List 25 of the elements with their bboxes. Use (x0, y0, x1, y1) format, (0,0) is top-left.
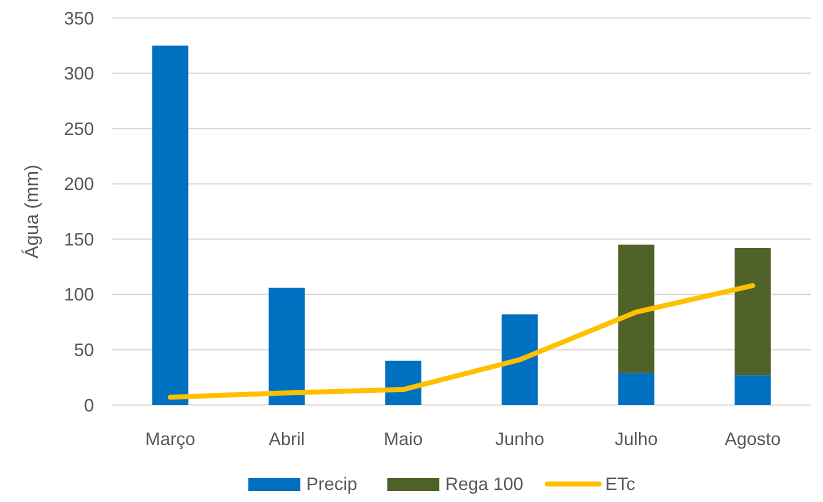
y-axis-title: Água (mm) (21, 164, 43, 258)
y-tick-label: 50 (74, 340, 94, 360)
x-tick-label: Abril (268, 429, 305, 449)
bar (268, 288, 305, 405)
legend-label: Precip (306, 474, 358, 494)
bar (618, 244, 654, 373)
bar (618, 372, 654, 405)
x-tick-label: Julho (614, 429, 658, 449)
y-tick-label: 0 (84, 395, 94, 416)
x-tick-label: Junho (495, 429, 544, 449)
y-tick-label: 350 (64, 8, 94, 28)
x-tick-label: Agosto (724, 429, 781, 449)
x-tick-label: Maio (384, 429, 423, 449)
y-tick-label: 200 (64, 174, 94, 194)
y-tick-label: 250 (64, 118, 94, 139)
bar (152, 46, 188, 405)
bar (734, 248, 771, 376)
y-tick-label: 300 (64, 64, 94, 84)
y-tick-label: 100 (64, 284, 94, 305)
bar (734, 375, 771, 405)
y-tick-label: 150 (64, 229, 94, 250)
x-tick-label: Março (145, 429, 196, 449)
bar (502, 314, 538, 405)
legend-label: ETc (605, 474, 636, 494)
legend-label: Rega 100 (445, 474, 524, 494)
